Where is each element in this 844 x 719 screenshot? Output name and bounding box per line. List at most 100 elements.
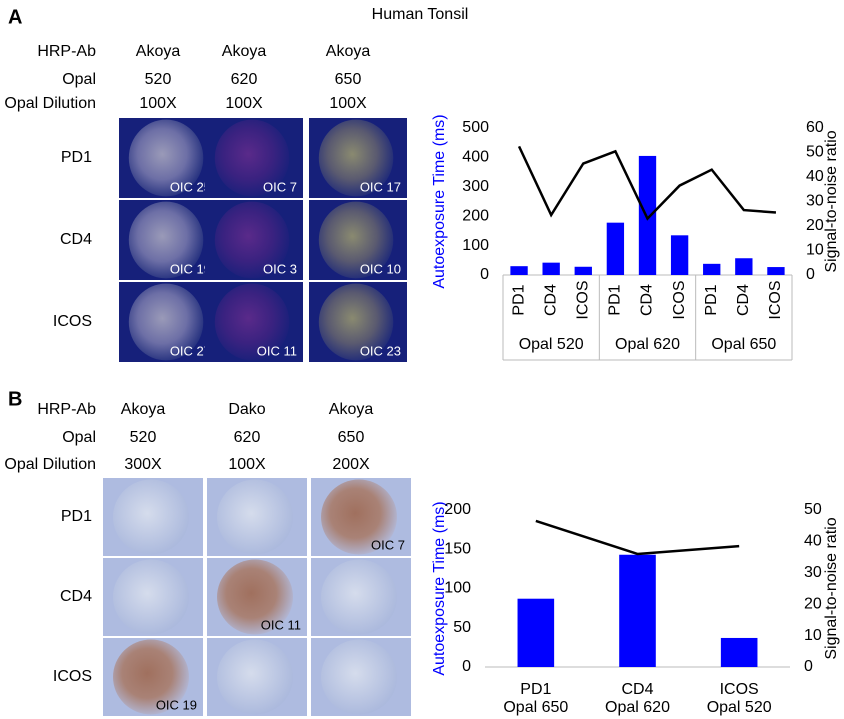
x-tick-label: ICOS [574,280,591,319]
tissue-follicle [318,283,394,361]
tissue-follicle [217,479,293,555]
tissue-follicle [217,559,293,635]
x-tick-label: PD1 [703,284,720,315]
image-label: OIC 25 [170,179,211,194]
y2-tick-label: 30 [806,193,824,210]
tissue-follicle [113,479,189,555]
bar [574,266,592,275]
x-tick-label: PD1 [607,284,624,315]
y-tick-label: 200 [444,501,471,518]
tissue-follicle [214,201,290,279]
y2-tick-label: 20 [806,217,824,234]
row-label: ICOS [53,668,92,685]
tissue-follicle [318,201,394,279]
header-value: 200X [332,456,370,473]
x-tick-label: Opal 520 [707,699,772,716]
bar [638,155,657,275]
y-tick-label: 100 [444,580,471,597]
header-value: 520 [130,429,157,446]
group-label: Opal 620 [615,336,680,353]
header-value: 100X [225,95,263,112]
row-label: PD1 [61,508,92,525]
y-tick-label: 50 [453,619,471,636]
y-tick-label: 100 [462,237,489,254]
bar [510,266,528,275]
header-value: 620 [234,429,261,446]
y-tick-label: 0 [480,266,489,283]
y2-tick-label: 10 [804,627,822,644]
y-tick-label: 0 [462,658,471,675]
tissue-follicle [214,283,290,361]
tissue-follicle [113,639,189,715]
y2-axis-label: Signal-to-noise ratio [823,130,840,272]
image-label: OIC 23 [360,343,401,358]
row-label: PD1 [61,149,92,166]
x-tick-label: Opal 650 [503,699,568,716]
snr-line [535,519,740,556]
x-tick-label: CD4 [542,284,559,316]
snr-line [517,145,777,221]
tissue-follicle [128,201,204,279]
bar [767,267,785,275]
tissue-follicle [217,639,293,715]
header-label: Opal [62,71,96,88]
y2-tick-label: 60 [806,119,824,136]
image-label: OIC 11 [261,617,301,632]
bar [735,258,753,275]
panel-letter: B [8,388,22,410]
header-value: Akoya [121,401,166,418]
header-value: Akoya [326,43,371,60]
panel-letter: A [8,6,22,28]
y2-tick-label: 50 [804,501,822,518]
header-value: 300X [124,456,162,473]
header-label: Opal [62,429,96,446]
y-tick-label: 400 [462,149,489,166]
row-label: ICOS [53,313,92,330]
figure-title: Human Tonsil [372,6,469,23]
x-tick-label: CD4 [735,284,752,316]
header-label: HRP-Ab [37,401,96,418]
row-label: CD4 [60,588,92,605]
x-tick-label: Opal 620 [605,699,670,716]
header-label: Opal Dilution [4,456,96,473]
y2-tick-label: 20 [804,595,822,612]
header-value: Akoya [136,43,181,60]
image-label: OIC 3 [263,261,297,276]
header-value: 520 [145,71,172,88]
y-tick-label: 300 [462,178,489,195]
image-label: OIC 7 [371,537,405,552]
group-label: Opal 650 [711,336,776,353]
x-tick-label: ICOS [720,681,759,698]
header-value: Dako [228,401,265,418]
y-tick-label: 500 [462,119,489,136]
row-label: CD4 [60,231,92,248]
header-label: HRP-Ab [37,43,96,60]
tissue-follicle [128,283,204,361]
header-label: Opal Dilution [4,95,96,112]
x-tick-label: ICOS [767,280,784,319]
y-tick-label: 200 [462,207,489,224]
y-axis-label: Autoexposure Time (ms) [431,114,448,288]
bar [517,598,555,667]
y2-tick-label: 10 [806,242,824,259]
tissue-follicle [318,119,394,197]
bar [542,262,560,275]
x-tick-label: PD1 [520,681,551,698]
image-label: OIC 7 [263,179,297,194]
y2-tick-label: 30 [804,564,822,581]
header-value: 650 [335,71,362,88]
y2-axis-label: Signal-to-noise ratio [823,517,840,659]
group-label: Opal 520 [519,336,584,353]
x-tick-label: CD4 [621,681,653,698]
bar [720,637,758,667]
tissue-follicle [113,559,189,635]
bar [703,263,721,275]
header-value: 650 [338,429,365,446]
x-tick-label: ICOS [671,280,688,319]
tissue-follicle [321,479,397,555]
y2-tick-label: 0 [806,266,815,283]
y-axis-label: Autoexposure Time (ms) [431,501,448,675]
header-value: 100X [139,95,177,112]
tissue-follicle [128,119,204,197]
